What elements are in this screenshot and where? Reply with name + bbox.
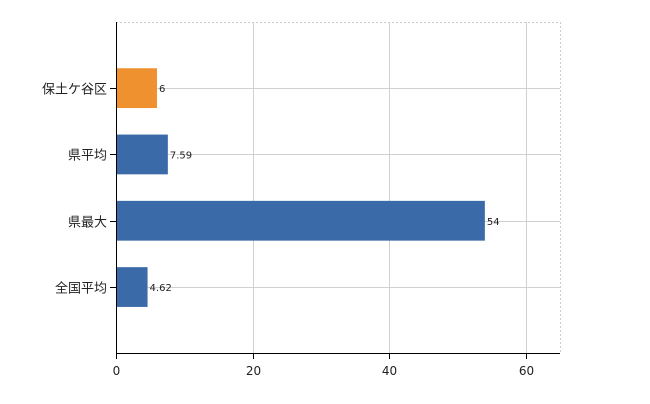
bar [116,68,157,109]
y-category-label: 県平均 [68,149,107,164]
x-tick-label: 0 [113,364,121,378]
bar [116,134,168,175]
bars-layer [116,68,485,307]
bar [116,267,148,307]
x-tick-label: 40 [382,364,397,378]
x-tick-label: 20 [246,364,261,378]
data-label: 6 [159,84,165,95]
grid-layer [116,22,561,353]
y-category-label: 全国平均 [55,281,107,297]
data-label: 7.59 [170,150,192,161]
data-label: 54 [487,217,500,228]
bar [116,200,485,241]
y-category-label: 保土ケ谷区 [42,83,107,98]
x-tick-label: 60 [519,364,534,378]
data-label: 4.62 [150,283,172,294]
axes-layer [110,22,560,359]
y-category-label: 県最大 [68,216,107,231]
